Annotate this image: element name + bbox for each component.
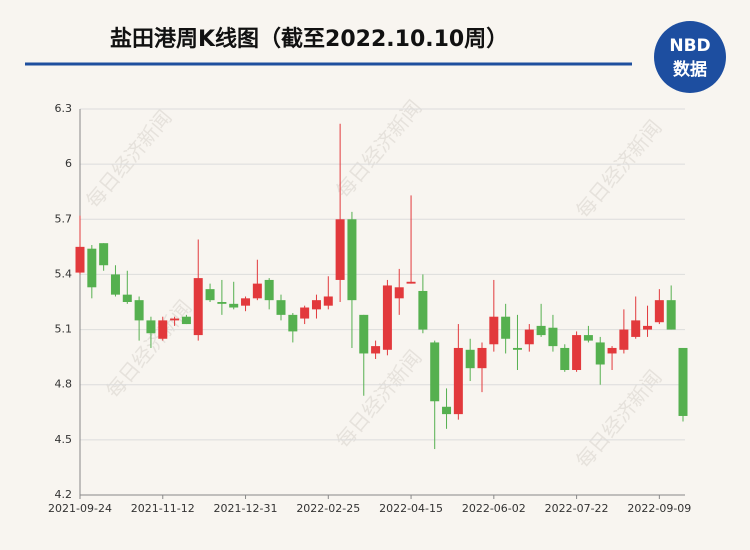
y-tick-label: 5.7 xyxy=(55,212,73,225)
candle-body xyxy=(430,342,440,402)
x-tick-label: 2022-07-22 xyxy=(545,502,609,515)
candle-body xyxy=(170,318,180,321)
candle-body xyxy=(442,406,452,415)
y-tick-label: 4.5 xyxy=(55,433,73,446)
candle-body xyxy=(406,281,416,284)
candle-body xyxy=(99,243,109,266)
candle-body xyxy=(122,294,132,302)
candle-body xyxy=(489,316,499,345)
y-tick-label: 5.1 xyxy=(55,323,73,336)
y-tick-label: 4.2 xyxy=(55,488,73,501)
candle-body xyxy=(595,342,605,365)
candle-body xyxy=(607,347,617,354)
candle-body xyxy=(418,290,428,330)
candle-body xyxy=(241,298,251,306)
candle-body xyxy=(288,314,298,332)
candle-body xyxy=(300,307,310,319)
candle-body xyxy=(134,300,144,321)
candle-body xyxy=(512,347,522,350)
candle-body xyxy=(347,219,357,301)
y-tick-label: 4.8 xyxy=(55,378,73,391)
candle-body xyxy=(217,302,227,304)
candle-body xyxy=(394,287,404,299)
candle-body xyxy=(110,274,120,295)
candle-body xyxy=(453,347,463,415)
candle-body xyxy=(524,329,534,345)
candle-body xyxy=(181,316,191,325)
x-tick-label: 2022-02-25 xyxy=(296,502,360,515)
logo-top: NBD xyxy=(669,36,710,56)
candle-body xyxy=(678,347,688,416)
candle-body xyxy=(572,335,582,371)
x-tick-label: 2022-04-15 xyxy=(379,502,443,515)
candle-body xyxy=(631,320,641,337)
x-tick-label: 2022-06-02 xyxy=(462,502,526,515)
candle-body xyxy=(359,314,369,354)
logo xyxy=(654,21,726,93)
candle-body xyxy=(536,325,546,336)
candle-body xyxy=(193,278,203,336)
candle-body xyxy=(75,246,85,273)
logo-bottom: 数据 xyxy=(673,59,707,80)
candle-body xyxy=(643,325,653,330)
candle-body xyxy=(465,349,475,369)
candle-body xyxy=(619,329,629,350)
candle-body xyxy=(87,248,97,288)
candle-body xyxy=(264,279,274,301)
x-tick-label: 2021-12-31 xyxy=(214,502,278,515)
candle-body xyxy=(654,300,664,323)
candle-body xyxy=(276,300,286,315)
x-tick-label: 2021-09-24 xyxy=(48,502,112,515)
candle-body xyxy=(229,303,239,308)
candle-body xyxy=(666,300,676,330)
y-tick-label: 5.4 xyxy=(55,267,73,280)
candle-body xyxy=(382,285,392,350)
candle-body xyxy=(548,327,558,347)
candle-body xyxy=(371,346,381,354)
candle-body xyxy=(323,296,333,306)
candle-body xyxy=(311,300,321,310)
x-tick-label: 2022-09-09 xyxy=(627,502,691,515)
candle-body xyxy=(560,347,570,371)
candle-body xyxy=(158,320,168,339)
candle-body xyxy=(501,316,511,339)
candle-body xyxy=(583,335,593,341)
y-tick-label: 6 xyxy=(65,157,72,170)
candle-body xyxy=(205,289,215,301)
candle-body xyxy=(252,283,262,299)
candle-body xyxy=(477,347,487,369)
candle-body xyxy=(146,320,156,334)
y-tick-label: 6.3 xyxy=(55,102,73,115)
chart-title: 盐田港周K线图（截至2022.10.10周） xyxy=(110,26,508,52)
candle-body xyxy=(335,219,345,280)
x-tick-label: 2021-11-12 xyxy=(131,502,195,515)
